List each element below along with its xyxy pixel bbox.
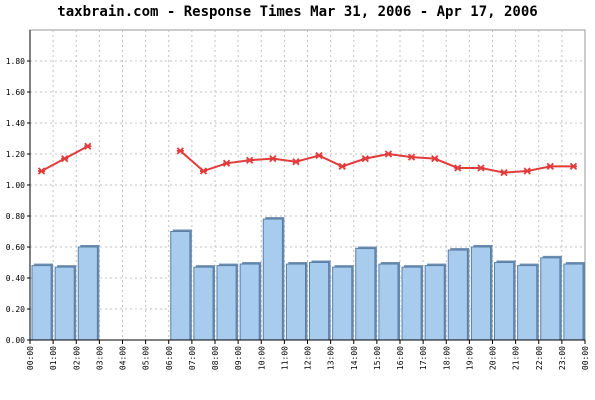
bar (378, 263, 399, 341)
y-tick-label: 0.80 (6, 212, 25, 221)
bar (401, 266, 422, 341)
line-point (384, 150, 393, 158)
y-tick-label: 1.80 (6, 57, 25, 66)
bar (355, 248, 376, 341)
x-tick-label: 15:00 (373, 346, 382, 370)
bar (239, 263, 260, 341)
chart-title: taxbrain.com - Response Times Mar 31, 20… (57, 4, 538, 20)
line-point (199, 167, 208, 175)
y-tick-label: 1.40 (6, 119, 25, 128)
bar (170, 231, 191, 341)
bar (77, 246, 98, 341)
x-tick-label: 22:00 (535, 346, 544, 370)
x-tick-label: 12:00 (304, 346, 313, 370)
y-tick-label: 1.60 (6, 88, 25, 97)
x-tick-label: 13:00 (327, 346, 336, 370)
x-tick-label: 23:00 (558, 346, 567, 370)
bar (216, 265, 237, 341)
line-point (546, 162, 554, 171)
x-tick-label: 00:00 (581, 346, 590, 370)
bar (470, 246, 491, 341)
y-tick-label: 0.00 (6, 336, 25, 345)
line-point (454, 164, 462, 172)
bar (332, 266, 353, 341)
x-tick-label: 08:00 (211, 346, 220, 370)
axes: 0.00 0.20 0.40 0.60 0.80 1.00 1.20 1.40 1.60 1.80… (6, 30, 590, 370)
y-tick-label: 0.60 (6, 243, 25, 252)
line-point (361, 155, 369, 163)
x-tick-label: 14:00 (350, 346, 359, 370)
line-point (246, 156, 254, 164)
line-point (292, 158, 300, 166)
line-point (569, 162, 578, 171)
line-point (84, 142, 92, 150)
y-tick-label: 0.40 (6, 274, 25, 283)
x-tick-label: 11:00 (280, 346, 289, 370)
x-tick-label: 09:00 (234, 346, 243, 370)
bar (309, 262, 330, 341)
bar-series (31, 217, 585, 341)
x-tick-label: 06:00 (165, 346, 174, 370)
line-point (477, 164, 485, 172)
x-tick-label: 20:00 (489, 346, 498, 370)
x-tick-label: 19:00 (465, 346, 474, 370)
y-tick-label: 1.00 (6, 181, 25, 190)
line-point (269, 155, 277, 163)
line-point (61, 155, 69, 163)
x-tick-label: 21:00 (512, 346, 521, 370)
bar (54, 266, 75, 341)
line-point (315, 151, 323, 160)
bar (262, 218, 283, 341)
line-point (523, 167, 531, 175)
x-tick-label: 04:00 (119, 346, 128, 370)
line-point (500, 168, 508, 177)
bar (193, 266, 214, 341)
bar (447, 249, 468, 341)
line-point (431, 155, 439, 163)
line-point (222, 159, 231, 167)
x-tick-label: 16:00 (396, 346, 405, 370)
x-tick-label: 17:00 (419, 346, 428, 370)
x-tick-label: 00:00 (26, 346, 35, 370)
bar (424, 265, 445, 341)
bar (517, 265, 538, 341)
x-tick-label: 05:00 (142, 346, 151, 370)
bar (540, 257, 561, 341)
line-point (176, 147, 184, 155)
line-point (37, 167, 46, 175)
line-series (37, 142, 578, 177)
x-tick-label: 18:00 (442, 346, 451, 370)
y-tick-label: 0.20 (6, 305, 25, 314)
bar (285, 263, 306, 341)
x-tick-label: 01:00 (49, 346, 58, 370)
line-point (407, 153, 416, 161)
bar (563, 263, 584, 341)
line-point (338, 162, 346, 171)
x-tick-label: 03:00 (95, 346, 104, 370)
line-segment (179, 150, 574, 174)
bar (31, 265, 52, 341)
x-tick-label: 02:00 (72, 346, 81, 370)
bar (494, 262, 515, 341)
y-tick-label: 1.20 (6, 150, 25, 159)
x-tick-label: 10:00 (257, 346, 266, 370)
x-tick-label: 07:00 (188, 346, 197, 370)
